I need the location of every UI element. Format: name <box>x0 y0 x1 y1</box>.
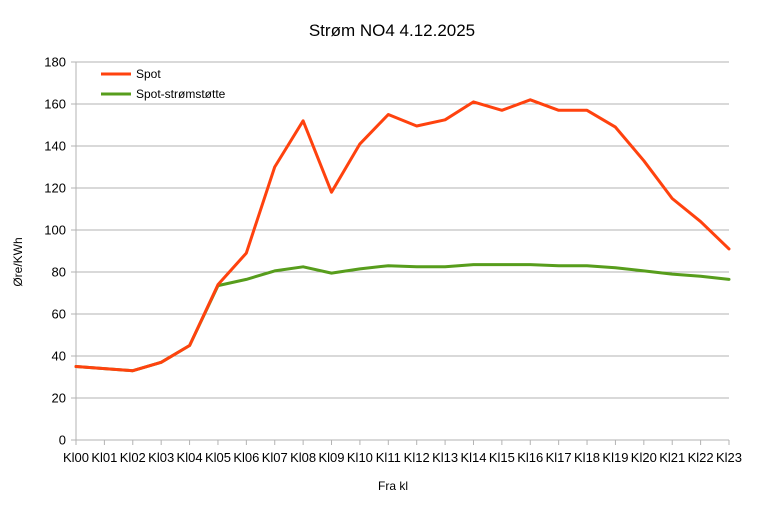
x-tick-label: Kl08 <box>290 450 316 465</box>
grid <box>76 61 729 441</box>
x-tick-label: Kl04 <box>177 450 203 465</box>
x-tick-label: Kl02 <box>120 450 146 465</box>
x-tick-label: Kl18 <box>574 450 600 465</box>
legend-label-spot: Spot <box>136 67 161 81</box>
y-tick-label: 40 <box>52 349 66 364</box>
x-tick-label: Kl01 <box>91 450 117 465</box>
x-tick-label: Kl13 <box>432 450 458 465</box>
x-tick-label: Kl16 <box>517 450 543 465</box>
x-axis-label: Fra kl <box>378 479 408 493</box>
y-tick-label: 160 <box>44 97 66 112</box>
legend-label-spot-stromstotte: Spot-strømstøtte <box>136 87 226 101</box>
x-tick-label: Kl15 <box>489 450 515 465</box>
x-tick-label: Kl14 <box>460 450 486 465</box>
x-tick-label: Kl19 <box>602 450 628 465</box>
x-tick-label: Kl12 <box>404 450 430 465</box>
y-tick-label: 140 <box>44 139 66 154</box>
axes <box>71 61 730 445</box>
x-tick-label: Kl17 <box>546 450 572 465</box>
x-tick-label: Kl03 <box>148 450 174 465</box>
series-line-spot <box>74 98 731 373</box>
y-tick-label: 180 <box>44 55 66 70</box>
y-tick-label: 0 <box>59 433 66 448</box>
y-tick-label: 60 <box>52 307 66 322</box>
x-tick-label: Kl09 <box>319 450 345 465</box>
x-tick-label: Kl20 <box>631 450 657 465</box>
y-axis-label: Øre/KWh <box>11 237 25 286</box>
series-lines <box>74 98 731 373</box>
y-tick-labels: 0 20 40 60 80 100 120 140 160 180 <box>44 55 66 448</box>
y-tick-label: 80 <box>52 265 66 280</box>
y-tick-label: 20 <box>52 391 66 406</box>
x-tick-label: Kl07 <box>262 450 288 465</box>
x-tick-label: Kl06 <box>233 450 259 465</box>
x-tick-label: Kl05 <box>205 450 231 465</box>
x-tick-label: Kl22 <box>688 450 714 465</box>
x-tick-label: Kl10 <box>347 450 373 465</box>
x-tick-labels: Kl00 Kl01 Kl02 Kl03 Kl04 Kl05 Kl06 Kl07 Kl08 Kl09… <box>63 450 742 465</box>
x-tick-label: Kl11 <box>376 450 401 465</box>
y-tick-label: 100 <box>44 223 66 238</box>
y-tick-label: 120 <box>44 181 66 196</box>
x-tick-label: Kl00 <box>63 450 89 465</box>
chart-title: Strøm NO4 4.12.2025 <box>309 21 475 40</box>
x-tick-label: Kl23 <box>716 450 742 465</box>
x-tick-label: Kl21 <box>659 450 685 465</box>
legend: Spot Spot-strømstøtte <box>101 67 226 101</box>
